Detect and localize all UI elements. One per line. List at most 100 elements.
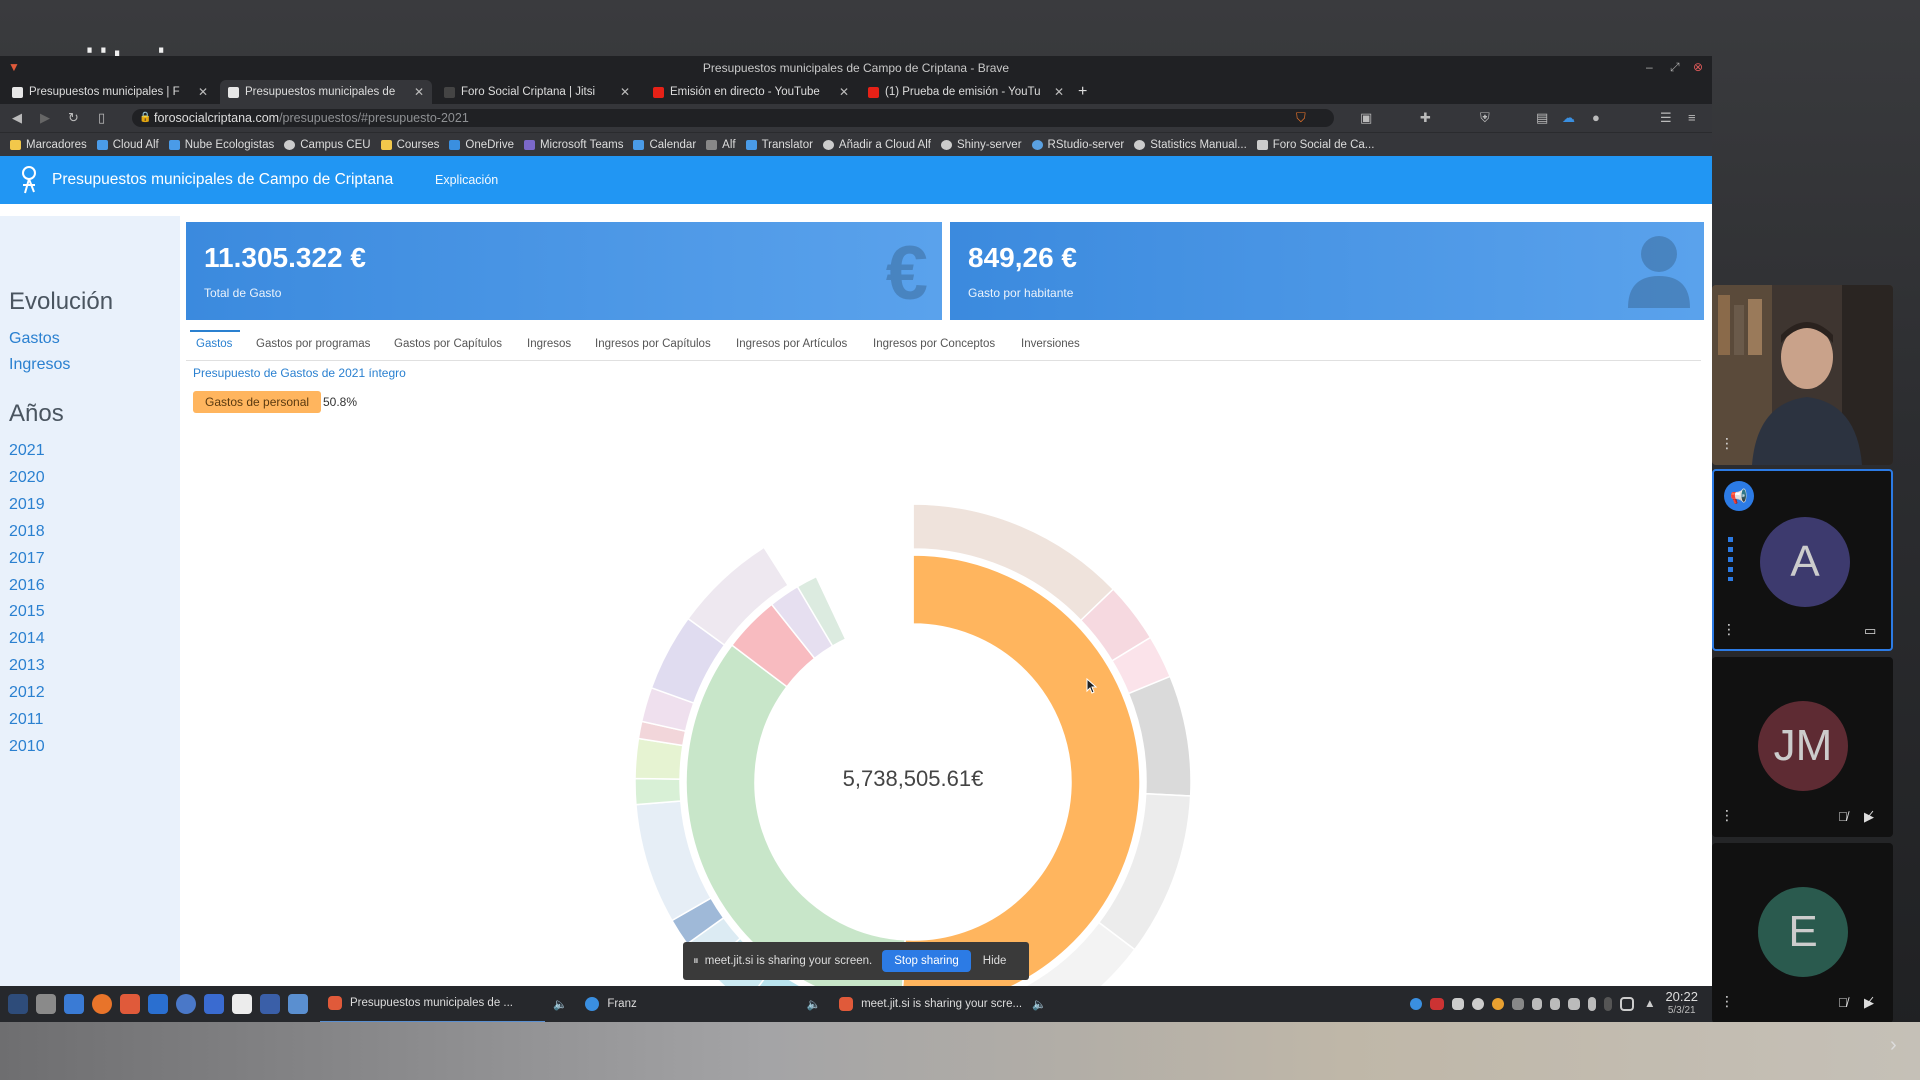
bookmark-item[interactable]: Alf (706, 139, 736, 151)
maximize-icon[interactable]: ⤢ (1670, 60, 1680, 74)
brave-shield-icon[interactable]: ⛉ (1296, 110, 1306, 125)
tab-gastos-capitulos[interactable]: Gastos por Capítulos (394, 338, 503, 350)
display-icon[interactable] (1620, 997, 1635, 1011)
year-link-2021[interactable]: 2021 (9, 442, 45, 459)
tray-icon[interactable] (1472, 998, 1485, 1010)
reload-icon[interactable]: ↻ (68, 110, 79, 125)
bookmark-item[interactable]: Shiny-server (940, 139, 1022, 151)
stop-sharing-button[interactable]: Stop sharing (882, 950, 971, 972)
speaker-icon[interactable]: 🔈 (1032, 999, 1047, 1011)
bookmark-item[interactable]: Campus CEU (284, 139, 371, 151)
participant-tile[interactable]: JM ⋮ 🎙̸ ▶̸ (1712, 657, 1893, 837)
hide-banner-button[interactable]: Hide (982, 955, 1007, 967)
more-options-icon[interactable]: ⋮ (1720, 993, 1734, 1009)
taskbar-task-franz[interactable]: Franz (577, 997, 637, 1011)
bookmark-item[interactable]: RStudio-server (1031, 139, 1124, 151)
bookmark-item[interactable]: Statistics Manual... (1134, 139, 1247, 151)
app-icon[interactable] (148, 994, 168, 1014)
volume-icon[interactable] (1568, 998, 1581, 1010)
budget-subtitle[interactable]: Presupuesto de Gastos de 2021 íntegro (193, 366, 406, 380)
forward-icon[interactable]: ▶ (40, 110, 50, 125)
bookmark-item[interactable]: Courses (380, 139, 439, 151)
year-link-2020[interactable]: 2020 (9, 469, 45, 486)
bookmark-item[interactable]: Nube Ecologistas (168, 139, 274, 151)
outer-ring-slice[interactable] (634, 777, 682, 806)
nav-explicacion[interactable]: Explicación (435, 173, 499, 187)
close-tab-icon[interactable]: ✕ (838, 85, 849, 99)
bookmark-item[interactable]: Microsoft Teams (523, 139, 623, 151)
taskbar-task-meet[interactable]: meet.jit.si is sharing your scre... (831, 997, 1022, 1011)
bookmark-item[interactable]: Cloud Alf (96, 139, 159, 151)
chevron-right-icon[interactable]: › (1890, 1034, 1897, 1056)
bookmark-item[interactable]: Foro Social de Ca... (1256, 139, 1374, 151)
document-icon[interactable] (232, 994, 252, 1014)
close-tab-icon[interactable]: ✕ (197, 85, 208, 99)
tab-ingresos-capitulos[interactable]: Ingresos por Capítulos (595, 338, 711, 350)
tray-icon[interactable] (1410, 998, 1423, 1010)
budget-sunburst-chart[interactable]: 5,738,505.61€ (628, 502, 1198, 986)
terminal-icon[interactable] (64, 994, 84, 1014)
tab-ingresos[interactable]: Ingresos (527, 338, 572, 350)
new-tab-button[interactable]: + (1078, 83, 1088, 100)
clock[interactable]: 20:22 5/3/21 (1665, 989, 1698, 1017)
camera-tile-speaker[interactable]: ⋮ (1712, 285, 1893, 465)
close-window-icon[interactable]: ⊗ (1693, 60, 1704, 74)
back-icon[interactable]: ◀ (12, 110, 22, 125)
year-link-2016[interactable]: 2016 (9, 577, 45, 594)
tab-gastos[interactable]: Gastos (196, 338, 233, 350)
minimize-icon[interactable]: – (1646, 60, 1653, 74)
year-link-2010[interactable]: 2010 (9, 738, 45, 755)
extension-icon[interactable]: ▤ (1536, 110, 1549, 125)
bookmark-item[interactable]: Translator (745, 139, 813, 151)
mic-icon[interactable] (1604, 997, 1613, 1011)
url-input[interactable]: 🔒 forosocialcriptana.com/presupuestos/#p… (132, 109, 1334, 127)
file-manager-icon[interactable] (36, 994, 56, 1014)
inner-ring-slice[interactable] (901, 554, 1141, 986)
rstudio-icon[interactable] (176, 994, 196, 1014)
year-link-2018[interactable]: 2018 (9, 523, 45, 540)
extension-icon[interactable]: ● (1592, 110, 1600, 125)
inner-ring-slice[interactable] (815, 554, 914, 641)
bookmark-item[interactable]: Añadir a Cloud Alf (822, 139, 931, 151)
tab-inversiones[interactable]: Inversiones (1021, 338, 1080, 350)
firefox-icon[interactable] (92, 994, 112, 1014)
app-brand[interactable]: Presupuestos municipales de Campo de Cri… (52, 171, 394, 188)
brave-icon[interactable] (120, 994, 140, 1014)
close-tab-icon[interactable]: ✕ (619, 85, 630, 99)
outer-ring-slice[interactable] (908, 921, 1136, 986)
start-menu-icon[interactable] (8, 994, 28, 1014)
more-options-icon[interactable]: ⋮ (1720, 435, 1734, 451)
location-icon[interactable] (1550, 998, 1561, 1010)
extension-icon[interactable]: ⛨ (1480, 110, 1490, 125)
browser-tab[interactable]: (1) Prueba de emisión - YouTu ✕ (860, 80, 1072, 104)
bookmark-item[interactable]: OneDrive (449, 139, 514, 151)
browser-tab[interactable]: Foro Social Criptana | Jitsi ✕ (436, 80, 638, 104)
browser-tab[interactable]: Emisión en directo - YouTube ✕ (645, 80, 857, 104)
more-options-icon[interactable]: ⋮ (1722, 621, 1736, 637)
messages-icon[interactable] (288, 994, 308, 1014)
tab-ingresos-conceptos[interactable]: Ingresos por Conceptos (873, 338, 996, 350)
year-link-2013[interactable]: 2013 (9, 657, 45, 674)
reading-list-icon[interactable]: ☰ (1660, 110, 1672, 125)
year-link-2015[interactable]: 2015 (9, 603, 45, 620)
participant-tile[interactable]: 📢 A ⋮ ▭ (1712, 469, 1893, 651)
battery-icon[interactable] (1588, 997, 1597, 1011)
editor-icon[interactable] (204, 994, 224, 1014)
bookmark-item[interactable]: Calendar (633, 139, 696, 151)
app-icon[interactable] (260, 994, 280, 1014)
browser-tab[interactable]: Presupuestos municipales | F ✕ (4, 80, 216, 104)
participant-tile[interactable]: E ⋮ 🎙̸ ▶̸ (1712, 843, 1893, 1023)
close-tab-icon[interactable]: ✕ (1053, 85, 1064, 99)
tray-icon[interactable] (1512, 998, 1525, 1010)
speaker-icon[interactable]: 🔈 (553, 999, 568, 1011)
tray-icon[interactable] (1430, 998, 1445, 1010)
outer-ring-slice[interactable] (763, 503, 914, 587)
tab-ingresos-articulos[interactable]: Ingresos por Artículos (736, 338, 848, 350)
tray-icon[interactable] (1492, 998, 1505, 1010)
more-options-icon[interactable]: ⋮ (1720, 807, 1734, 823)
year-link-2019[interactable]: 2019 (9, 496, 45, 513)
tray-expand-icon[interactable]: ▲ (1644, 998, 1656, 1010)
taskbar-task-presupuestos[interactable]: Presupuestos municipales de ... (320, 985, 545, 1023)
tray-icon[interactable] (1452, 998, 1465, 1010)
sidebar-link-gastos[interactable]: Gastos (9, 330, 60, 347)
